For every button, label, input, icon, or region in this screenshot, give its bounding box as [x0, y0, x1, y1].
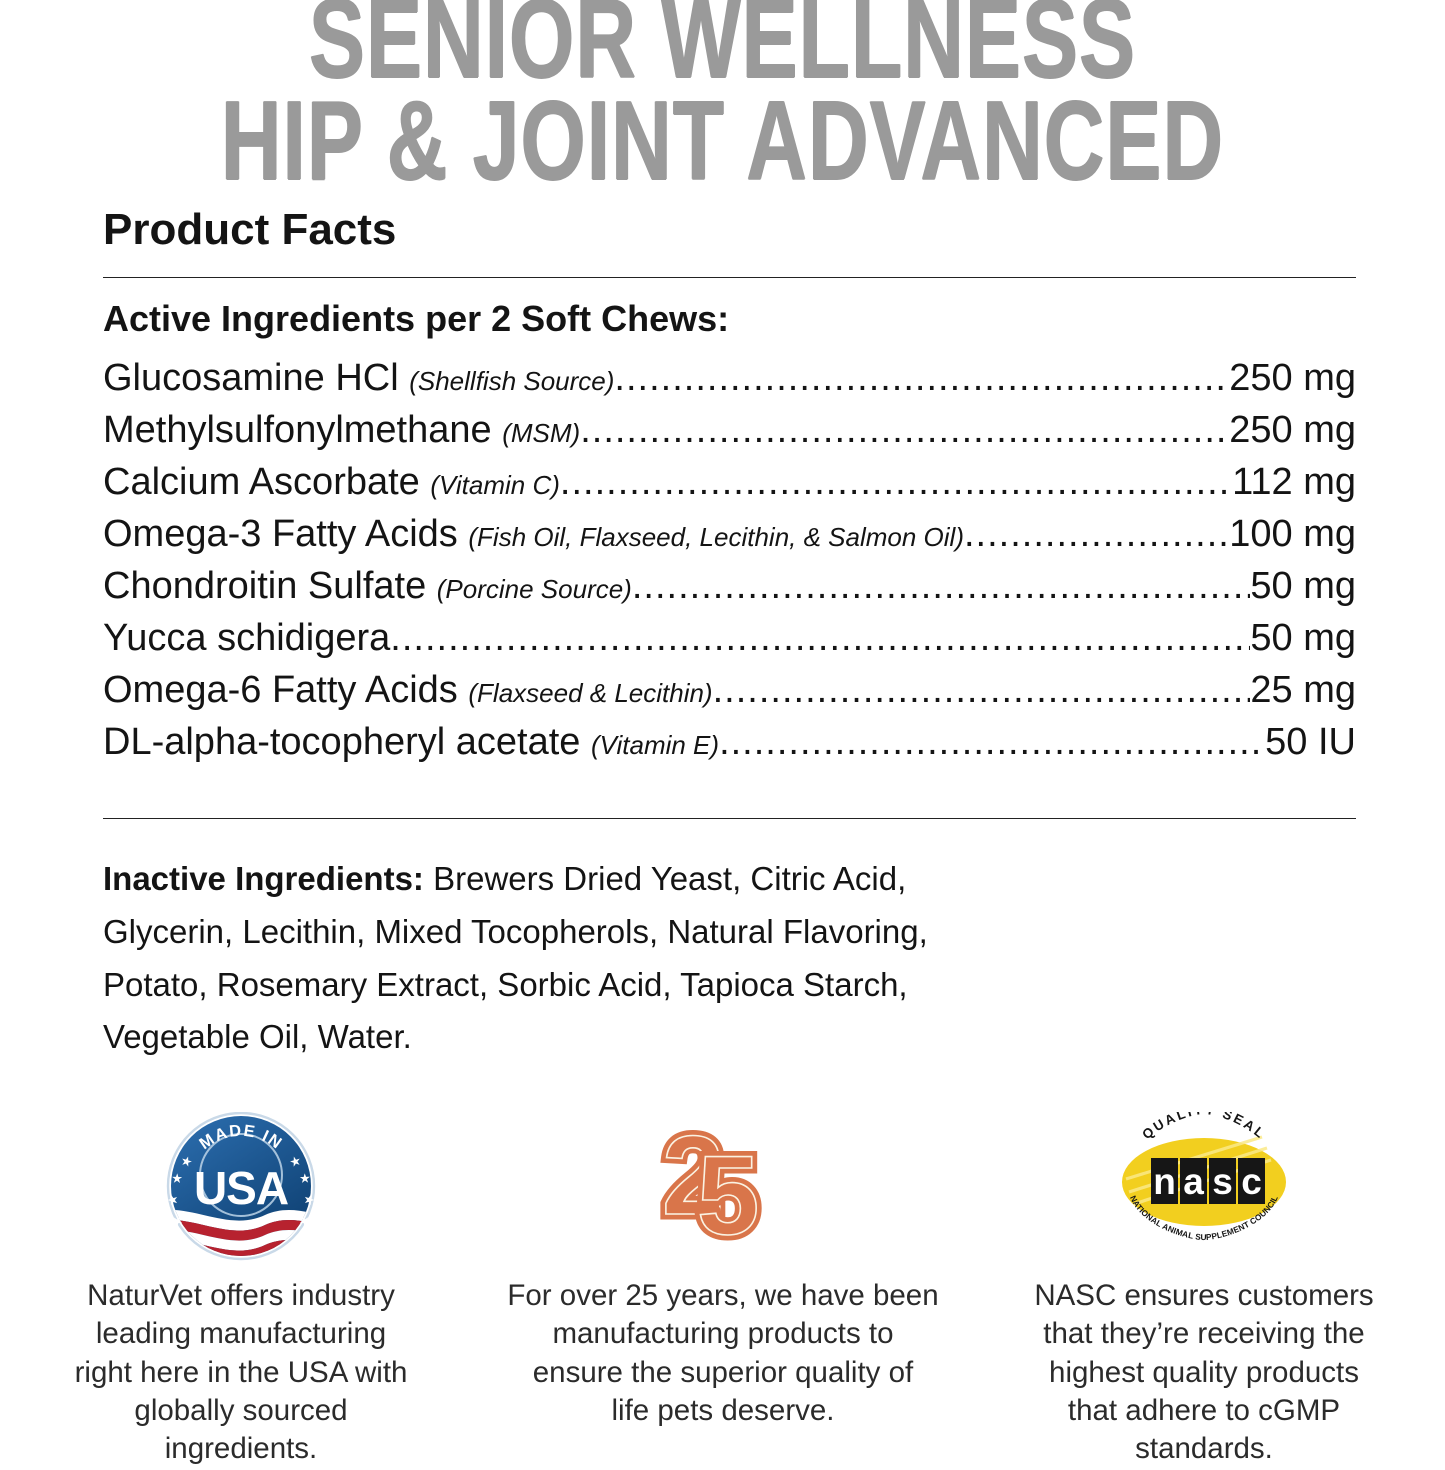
svg-text:USA: USA [194, 1162, 288, 1214]
svg-text:★: ★ [302, 1194, 317, 1206]
svg-text:★: ★ [165, 1194, 180, 1206]
svg-text:a: a [1183, 1161, 1204, 1202]
svg-text:5: 5 [697, 1133, 759, 1258]
svg-text:n: n [1153, 1161, 1176, 1202]
svg-text:c: c [1241, 1161, 1262, 1202]
svg-text:s: s [1212, 1161, 1233, 1202]
svg-text:QUALITY SEAL: QUALITY SEAL [1139, 1112, 1269, 1142]
